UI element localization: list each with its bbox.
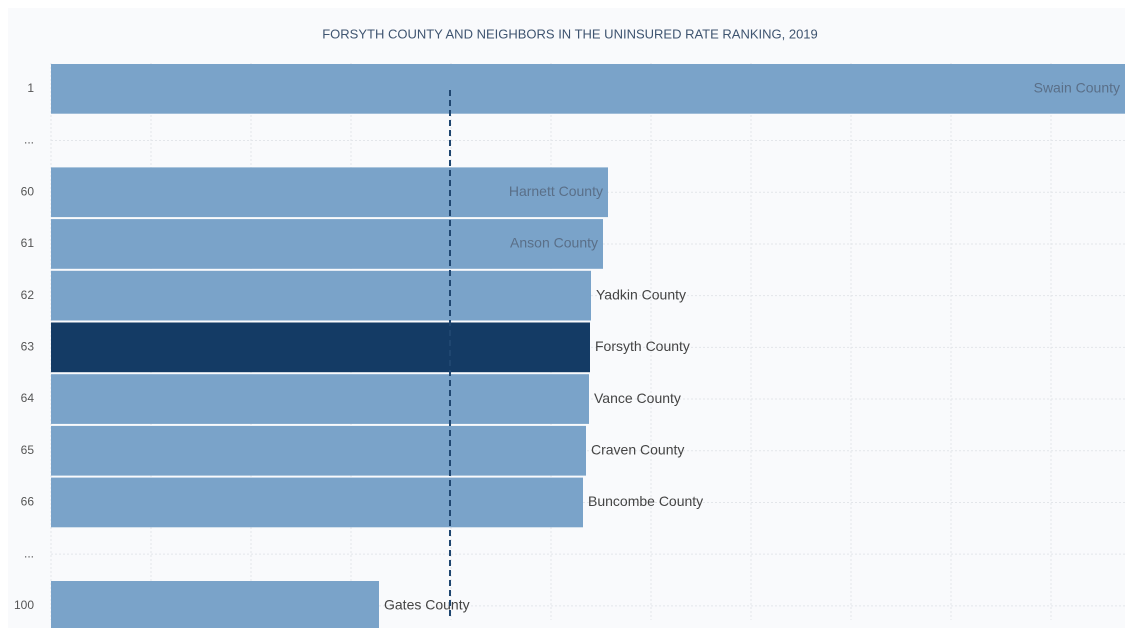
y-tick-label: 100 [14, 598, 34, 612]
bar-label: Craven County [591, 441, 684, 457]
y-tick-label: 60 [21, 184, 35, 198]
y-tick-label: ... [24, 546, 34, 560]
bar-label: Anson County [510, 235, 598, 251]
chart-title: FORSYTH COUNTY AND NEIGHBORS IN THE UNIN… [322, 26, 818, 41]
bar [51, 581, 379, 628]
y-tick-label: 1 [27, 81, 34, 95]
y-tick-label: 64 [21, 391, 35, 405]
bar [51, 270, 591, 321]
bar-label: Forsyth County [595, 338, 690, 354]
bar-label: Gates County [384, 597, 470, 613]
bar-label: Buncombe County [588, 493, 703, 509]
bar [51, 219, 603, 269]
y-tick-label: 62 [21, 288, 35, 302]
y-tick-label: 66 [21, 495, 35, 509]
bar [51, 322, 590, 373]
y-tick-label: 65 [21, 443, 35, 457]
y-tick-label: ... [24, 133, 34, 147]
bar-label: Yadkin County [596, 286, 686, 302]
bar [51, 374, 589, 424]
bar [51, 425, 586, 476]
bar-label: Vance County [594, 390, 681, 406]
y-tick-label: 61 [21, 236, 35, 250]
bar [51, 477, 583, 528]
bar-label: Harnett County [509, 183, 603, 199]
bar-label: Swain County [1034, 80, 1120, 96]
bar [51, 167, 608, 218]
y-tick-label: 63 [21, 340, 35, 354]
bar [51, 64, 1125, 114]
